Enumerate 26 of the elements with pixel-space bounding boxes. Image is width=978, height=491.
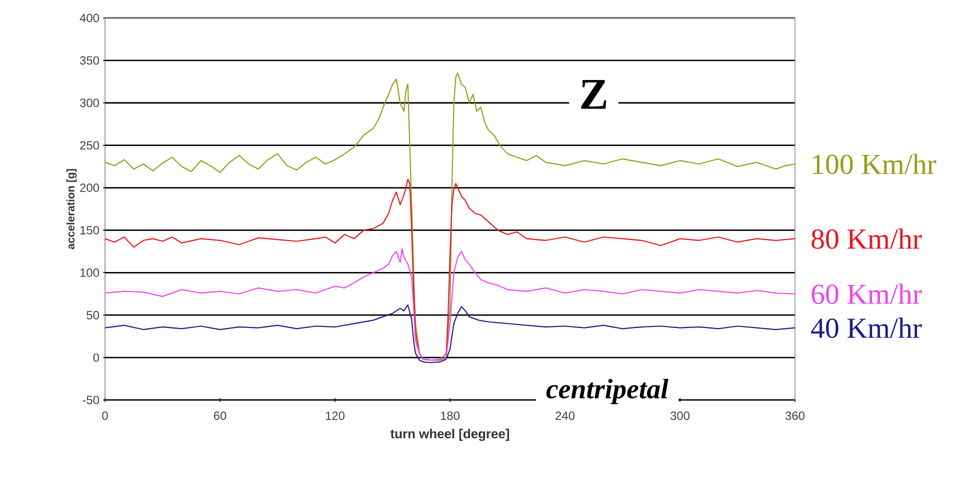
y-tick-label: 350	[80, 56, 100, 65]
x-tick-label: 240	[556, 412, 575, 420]
y-tick-label: 50	[86, 310, 100, 320]
y-axis-title: acceleration [g]	[66, 169, 77, 250]
annotation: Z	[581, 80, 606, 109]
series-label: 80 Km/hr	[812, 228, 922, 249]
x-tick-label: 120	[326, 412, 345, 420]
y-tick-label: 400	[80, 14, 100, 22]
annotation: centripetal	[546, 378, 668, 404]
x-tick-label: 360	[785, 412, 805, 420]
x-tick-label: 180	[440, 412, 460, 420]
y-tick-label: 150	[80, 226, 100, 234]
series-label: 60 Km/hr	[812, 284, 922, 304]
y-tick-label: -50	[82, 396, 100, 404]
series-label: 100 Km/hr	[813, 154, 936, 174]
y-tick-label: 0	[93, 353, 100, 362]
x-axis-title: turn wheel [degree]	[390, 428, 510, 441]
x-tick-label: 300	[670, 412, 690, 420]
x-tick-label: 60	[214, 412, 226, 420]
y-tick-label: 100	[80, 268, 100, 277]
y-tick-label: 300	[80, 98, 100, 108]
series-label: 40 Km/hr	[811, 318, 922, 338]
line-series	[104, 72, 796, 361]
x-tick-label: 0	[102, 412, 108, 420]
y-tick-label: 250	[80, 141, 100, 150]
y-tick-label: 200	[80, 184, 100, 192]
